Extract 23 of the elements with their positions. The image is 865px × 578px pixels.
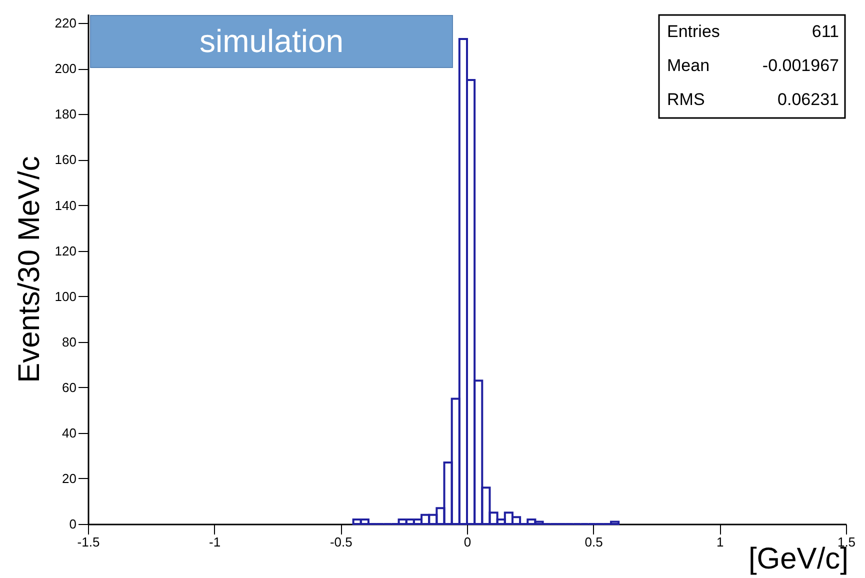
y-tick-label: 100 <box>54 288 76 304</box>
y-tick-label: 220 <box>54 16 76 31</box>
x-tick-label: 0 <box>464 534 472 550</box>
text: RMS 0.06231 <box>667 90 839 109</box>
y-tick-label: 120 <box>54 243 76 258</box>
y-tick-label: 80 <box>62 334 76 350</box>
y-axis-title: Events/30 MeV/c <box>12 156 46 383</box>
text: Mean -0.001967 <box>667 56 839 75</box>
y-tick-label: 200 <box>54 61 76 76</box>
x-tick-label: 1 <box>716 534 724 550</box>
y-tick-label: 60 <box>62 380 76 395</box>
caption-box: simulation <box>90 15 453 68</box>
x-tick-label: -0.5 <box>330 534 352 550</box>
y-tick-label: 140 <box>54 198 76 213</box>
text: Entries 611 <box>667 22 839 41</box>
x-tick-label: 0.5 <box>584 534 603 550</box>
y-tick-label: 40 <box>62 425 76 440</box>
y-tick-label: 20 <box>62 470 76 486</box>
x-tick-label: -1.5 <box>77 534 100 550</box>
y-tick-label: 180 <box>54 106 76 122</box>
y-tick-label: 0 <box>69 516 76 532</box>
y-tick-label: 160 <box>54 152 76 168</box>
x-tick-label: -1 <box>209 534 221 550</box>
